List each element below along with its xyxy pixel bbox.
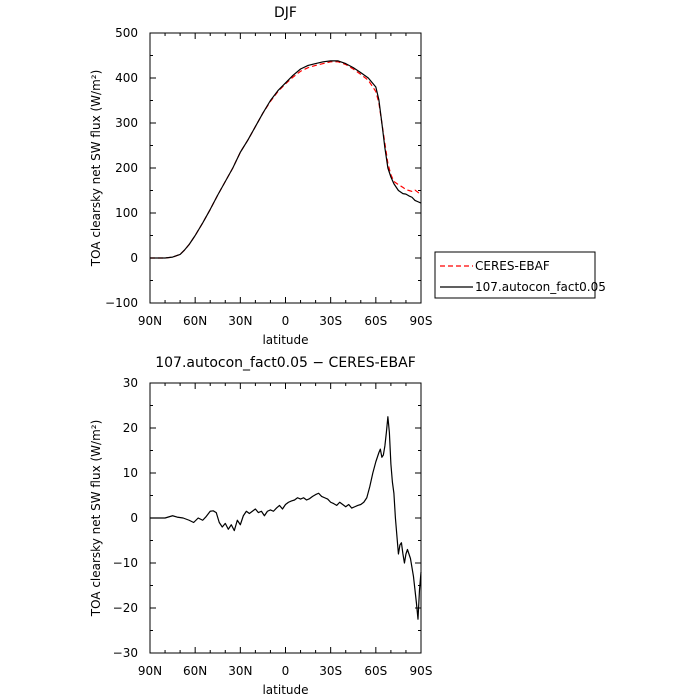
top-y-axis-title: TOA clearsky net SW flux (W/m²) <box>89 70 103 268</box>
top-y-tick-label: −100 <box>105 296 138 310</box>
bottom-panel-title: 107.autocon_fact0.05 − CERES-EBAF <box>155 355 416 371</box>
top-x-tick-label: 30N <box>228 314 252 328</box>
bottom-y-tick-label: 0 <box>130 511 138 525</box>
top-y-tick-label: 300 <box>115 116 138 130</box>
bottom-x-tick-label: 90S <box>410 664 433 678</box>
top-series-line-2 <box>150 60 422 259</box>
top-panel-title: DJF <box>274 5 297 21</box>
top-x-tick-label: 90S <box>410 314 433 328</box>
bottom-x-tick-label: 90N <box>138 664 162 678</box>
legend-label-1: CERES-EBAF <box>475 259 550 273</box>
bottom-x-tick-label: 60N <box>183 664 207 678</box>
bottom-y-tick-label: −10 <box>113 556 138 570</box>
bottom-plot-frame <box>149 382 422 654</box>
bottom-x-tick-label: 30N <box>228 664 252 678</box>
bottom-y-axis-title: TOA clearsky net SW flux (W/m²) <box>89 420 103 618</box>
bottom-y-tick-label: 30 <box>123 376 138 390</box>
bottom-y-tick-label: −30 <box>113 646 138 660</box>
bottom-x-tick-label: 0 <box>282 664 290 678</box>
top-y-tick-label: 500 <box>115 26 138 40</box>
top-x-tick-label: 0 <box>282 314 290 328</box>
top-x-tick-label: 30S <box>319 314 342 328</box>
top-y-tick-label: 100 <box>115 206 138 220</box>
bottom-x-tick-label: 60S <box>364 664 387 678</box>
bottom-series-line-1 <box>150 416 422 620</box>
top-x-tick-label: 90N <box>138 314 162 328</box>
bottom-y-tick-label: −20 <box>113 601 138 615</box>
top-x-tick-label: 60N <box>183 314 207 328</box>
bottom-y-tick-label: 10 <box>123 466 138 480</box>
top-x-tick-label: 60S <box>364 314 387 328</box>
bottom-y-tick-label: 20 <box>123 421 138 435</box>
top-series-line-1 <box>150 61 422 259</box>
top-y-tick-label: 0 <box>130 251 138 265</box>
bottom-x-tick-label: 30S <box>319 664 342 678</box>
legend-label-2: 107.autocon_fact0.05 <box>475 280 606 294</box>
top-y-tick-label: 400 <box>115 71 138 85</box>
top-x-axis-title: latitude <box>262 333 308 347</box>
bottom-x-axis-title: latitude <box>262 683 308 697</box>
legend-box <box>434 251 596 299</box>
top-y-tick-label: 200 <box>115 161 138 175</box>
top-plot-frame <box>149 32 422 304</box>
